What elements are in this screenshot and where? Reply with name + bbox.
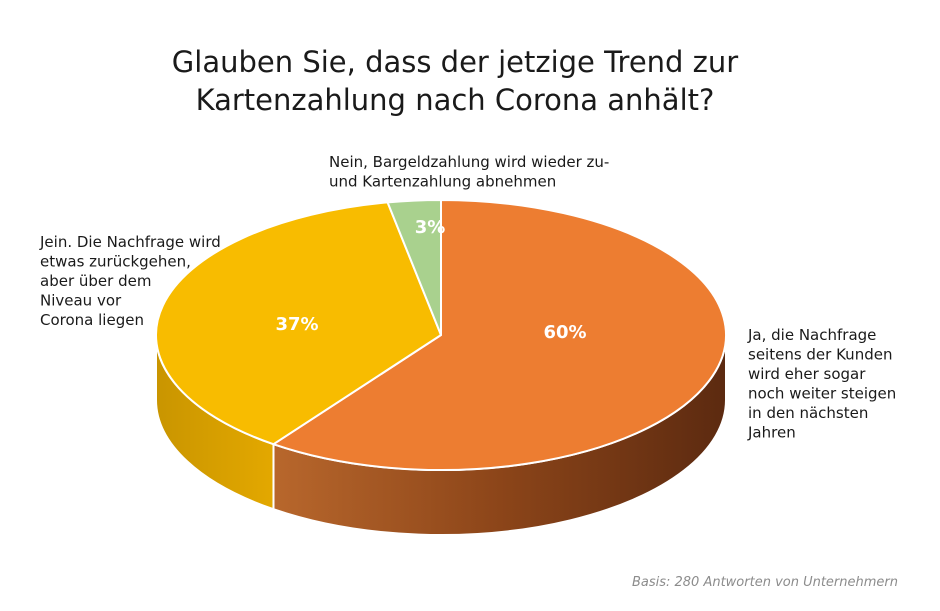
category-label-ja-line: seitens der Kunden: [748, 346, 892, 364]
category-label-ja-line: Ja, die Nachfrage: [747, 326, 876, 344]
category-label-ja-line: noch weiter steigen: [748, 385, 896, 403]
category-label-jein-line: Niveau vor: [40, 292, 122, 310]
pie-slices: [155, 199, 727, 471]
category-label-jein-line: etwas zurückgehen,: [40, 253, 191, 271]
category-label-nein-line: Nein, Bargeldzahlung wird wieder zu-: [329, 153, 609, 171]
category-label-nein: Nein, Bargeldzahlung wird wieder zu- und…: [329, 153, 614, 191]
pie-percent-label-jein: 37%: [275, 314, 318, 335]
pie-category-labels: Ja, die Nachfrage seitens der Kunden wir…: [39, 153, 901, 442]
pie-percent-labels: 60% 37% 3%: [275, 217, 586, 343]
category-label-ja: Ja, die Nachfrage seitens der Kunden wir…: [747, 326, 901, 442]
source-note: Basis: 280 Antworten von Unternehmern: [632, 575, 898, 590]
chart-title-line-1: Glauben Sie, dass der jetzige Trend zur: [172, 45, 738, 79]
pie-slice-jein: [155, 201, 442, 446]
category-label-ja-line: in den nächsten: [748, 404, 868, 422]
pie-slice-nein: [386, 199, 442, 336]
category-label-jein-line: Corona liegen: [40, 311, 144, 329]
category-label-nein-line: und Kartenzahlung abnehmen: [329, 173, 556, 191]
category-label-jein-line: Jein. Die Nachfrage wird: [39, 233, 221, 251]
pie-slice-ja: [272, 199, 727, 471]
chart-title-line-2: Kartenzahlung nach Corona anhält?: [196, 83, 715, 117]
pie-percent-label-ja: 60%: [543, 322, 586, 343]
category-label-ja-line: Jahren: [747, 424, 796, 442]
category-label-ja-line: wird eher sogar: [748, 365, 866, 383]
category-label-jein: Jein. Die Nachfrage wird etwas zurückgeh…: [39, 233, 226, 329]
category-label-jein-line: aber über dem: [40, 272, 151, 290]
pie-percent-label-nein: 3%: [415, 217, 446, 238]
